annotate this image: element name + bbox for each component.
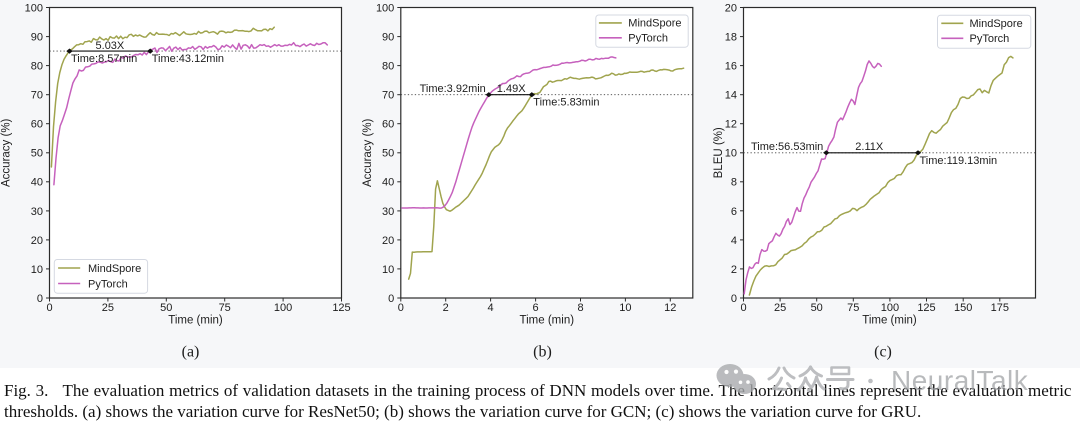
svg-text:Accuracy (%): Accuracy (%) <box>362 118 374 187</box>
svg-text:6: 6 <box>533 302 539 314</box>
svg-text:100: 100 <box>25 2 43 14</box>
svg-text:100: 100 <box>274 302 292 314</box>
svg-text:70: 70 <box>382 90 394 102</box>
svg-text:20: 20 <box>31 235 43 247</box>
svg-text:(c): (c) <box>874 344 892 361</box>
svg-text:30: 30 <box>382 206 394 218</box>
svg-text:8: 8 <box>731 177 737 189</box>
svg-text:20: 20 <box>725 2 737 14</box>
svg-text:Time:3.92min: Time:3.92min <box>420 83 486 95</box>
svg-text:6: 6 <box>731 206 737 218</box>
svg-text:4: 4 <box>488 302 494 314</box>
svg-text:80: 80 <box>382 61 394 73</box>
svg-text:20: 20 <box>382 235 394 247</box>
svg-text:Time:43.12min: Time:43.12min <box>152 53 224 65</box>
svg-text:MindSpore: MindSpore <box>970 18 1023 30</box>
svg-text:175: 175 <box>991 302 1009 314</box>
svg-text:PyTorch: PyTorch <box>88 278 128 290</box>
svg-text:50: 50 <box>160 302 172 314</box>
svg-text:Time:56.53min: Time:56.53min <box>751 141 823 153</box>
svg-text:50: 50 <box>811 302 823 314</box>
svg-text:50: 50 <box>382 148 394 160</box>
svg-text:40: 40 <box>31 177 43 189</box>
svg-text:80: 80 <box>31 61 43 73</box>
svg-text:12: 12 <box>664 302 676 314</box>
svg-text:PyTorch: PyTorch <box>970 33 1010 45</box>
svg-text:150: 150 <box>954 302 972 314</box>
svg-text:60: 60 <box>31 119 43 131</box>
svg-text:10: 10 <box>619 302 631 314</box>
svg-text:14: 14 <box>725 90 737 102</box>
svg-text:0: 0 <box>46 302 52 314</box>
svg-text:10: 10 <box>31 264 43 276</box>
svg-text:PyTorch: PyTorch <box>628 33 668 45</box>
svg-text:70: 70 <box>31 90 43 102</box>
svg-text:75: 75 <box>847 302 859 314</box>
svg-text:2.11X: 2.11X <box>855 141 884 153</box>
svg-text:25: 25 <box>102 302 114 314</box>
svg-text:10: 10 <box>725 148 737 160</box>
svg-text:2: 2 <box>731 264 737 276</box>
svg-text:50: 50 <box>31 148 43 160</box>
svg-text:0: 0 <box>388 293 394 305</box>
svg-text:Time (min): Time (min) <box>168 315 223 327</box>
svg-text:Accuracy (%): Accuracy (%) <box>1 118 13 187</box>
svg-text:MindSpore: MindSpore <box>88 263 141 275</box>
svg-text:8: 8 <box>577 302 583 314</box>
svg-text:4: 4 <box>731 235 737 247</box>
svg-text:100: 100 <box>881 302 899 314</box>
svg-text:Time:8.57min: Time:8.57min <box>71 53 137 65</box>
svg-text:BLEU (%): BLEU (%) <box>713 127 725 178</box>
svg-text:Time (min): Time (min) <box>862 315 917 327</box>
svg-text:Time:5.83min: Time:5.83min <box>533 97 599 109</box>
svg-text:90: 90 <box>382 32 394 44</box>
svg-text:0: 0 <box>731 293 737 305</box>
svg-text:125: 125 <box>917 302 935 314</box>
svg-text:12: 12 <box>725 119 737 131</box>
svg-text:5.03X: 5.03X <box>96 40 125 52</box>
svg-text:25: 25 <box>774 302 786 314</box>
svg-text:40: 40 <box>382 177 394 189</box>
svg-text:125: 125 <box>332 302 350 314</box>
svg-text:(b): (b) <box>533 344 552 361</box>
svg-text:75: 75 <box>219 302 231 314</box>
svg-text:0: 0 <box>398 302 404 314</box>
svg-text:(a): (a) <box>182 344 200 361</box>
svg-text:10: 10 <box>382 264 394 276</box>
svg-text:2: 2 <box>443 302 449 314</box>
svg-text:16: 16 <box>725 61 737 73</box>
svg-text:100: 100 <box>376 2 394 14</box>
svg-text:0: 0 <box>37 293 43 305</box>
svg-text:30: 30 <box>31 206 43 218</box>
svg-text:60: 60 <box>382 119 394 131</box>
svg-text:MindSpore: MindSpore <box>628 18 681 30</box>
svg-text:1.49X: 1.49X <box>497 83 526 95</box>
svg-text:90: 90 <box>31 32 43 44</box>
svg-text:0: 0 <box>740 302 746 314</box>
svg-text:18: 18 <box>725 32 737 44</box>
svg-text:Time:119.13min: Time:119.13min <box>920 155 998 167</box>
svg-text:Time (min): Time (min) <box>520 315 575 327</box>
